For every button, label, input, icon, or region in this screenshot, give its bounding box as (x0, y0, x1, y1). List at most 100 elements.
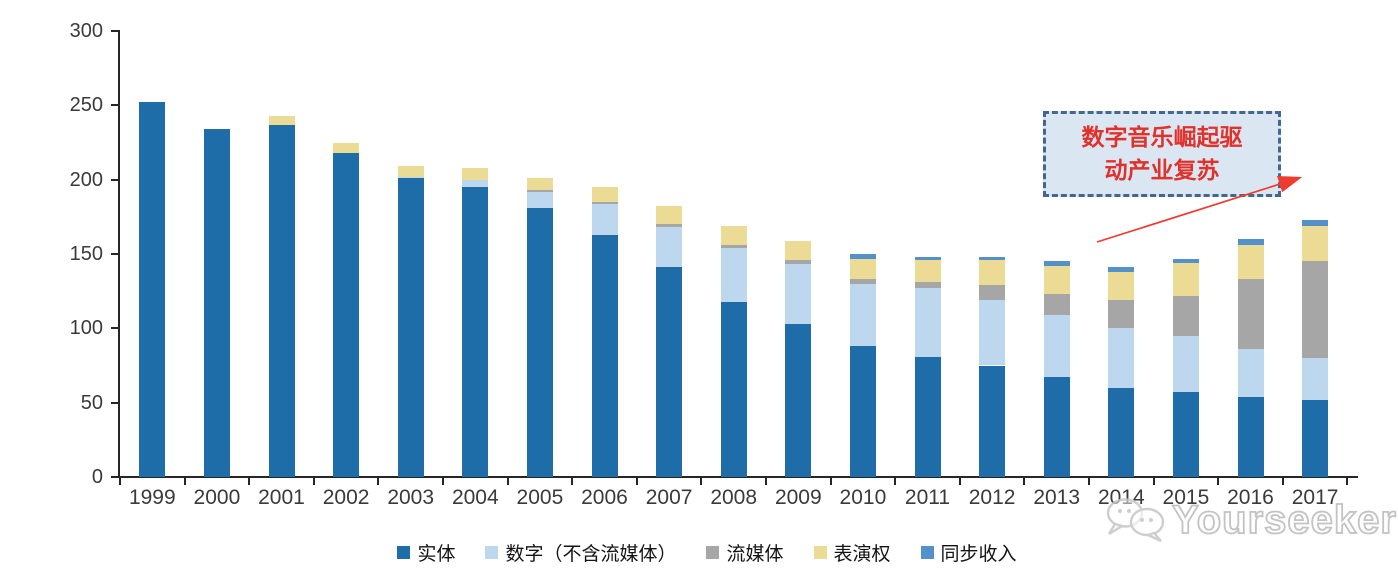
x-tick-18 (1281, 478, 1284, 485)
x-label-2003: 2003 (387, 486, 435, 509)
legend-swatch-performance (813, 546, 827, 559)
x-label-2006: 2006 (581, 486, 628, 509)
bar-2014-sync-revenue (1108, 267, 1135, 272)
x-label-2011: 2011 (904, 486, 951, 509)
y-tick-label-200: 200 (69, 168, 103, 191)
bar-2015-sync-revenue (1172, 258, 1199, 263)
bar-2013-performance-rights (1043, 265, 1070, 295)
bar-2000-physical (203, 129, 230, 477)
bar-2009-digital-excl-streaming (785, 264, 812, 324)
x-label-2004: 2004 (451, 486, 499, 509)
bar-2014-performance-rights (1108, 271, 1135, 300)
x-tick-16 (1152, 478, 1155, 485)
bar-2004-physical (462, 187, 489, 477)
bar-2010-physical (849, 346, 876, 477)
bar-2013-physical (1043, 377, 1070, 477)
y-axis-line (118, 30, 120, 478)
bar-2010-digital-excl-streaming (849, 283, 876, 347)
x-tick-13 (958, 478, 961, 485)
bar-2014-digital-excl-streaming (1108, 328, 1135, 388)
bar-2009-performance-rights (785, 240, 812, 260)
x-label-2009: 2009 (774, 486, 822, 509)
bar-2011-streaming (914, 282, 941, 289)
watermark: Yourseeker (1104, 496, 1397, 544)
bar-2013-digital-excl-streaming (1043, 315, 1070, 378)
y-tick-label-100: 100 (69, 317, 103, 340)
bar-2012-streaming (979, 285, 1006, 301)
y-tick-label-300: 300 (69, 20, 103, 42)
bar-2004-performance-rights (462, 167, 489, 180)
legend-label-digital: 数字（不含流媒体） (505, 544, 677, 565)
bar-2011-physical (914, 356, 941, 477)
legend-swatch-sync (920, 546, 934, 559)
x-tick-9 (700, 478, 703, 485)
bar-2005-physical (526, 207, 553, 477)
x-label-2015: 2015 (1162, 486, 1210, 509)
bar-2017-physical (1302, 399, 1329, 477)
bar-2016-performance-rights (1237, 245, 1264, 280)
bar-2012-digital-excl-streaming (979, 300, 1006, 366)
bar-2003-digital-excl-streaming (397, 176, 424, 179)
bar-2014-streaming (1108, 300, 1135, 329)
x-label-1999: 1999 (128, 486, 176, 509)
bar-2012-physical (979, 365, 1006, 477)
legend-item-sync: 同步收入 (920, 539, 1017, 566)
speech-bubbles-icon (1106, 498, 1165, 543)
bar-2017-performance-rights (1302, 225, 1329, 262)
bar-2011-sync-revenue (914, 257, 941, 260)
legend-item-streaming: 流媒体 (706, 539, 784, 566)
legend-label-streaming: 流媒体 (726, 544, 784, 565)
bar-2004-digital-excl-streaming (462, 179, 489, 188)
bar-2011-digital-excl-streaming (914, 288, 941, 357)
x-tick-11 (829, 478, 832, 485)
bar-2003-performance-rights (397, 166, 424, 177)
legend-item-digital: 数字（不含流媒体） (485, 539, 676, 566)
x-label-2000: 2000 (193, 486, 241, 509)
bar-2016-digital-excl-streaming (1237, 349, 1264, 397)
x-axis-line (118, 476, 1358, 478)
legend-item-performance: 表演权 (813, 539, 891, 566)
bar-2006-digital-excl-streaming (591, 203, 618, 235)
bar-2010-streaming (849, 279, 876, 284)
y-tick-label-0: 0 (91, 466, 103, 488)
bar-2017-sync-revenue (1302, 219, 1329, 226)
x-tick-10 (765, 478, 767, 485)
x-tick-6 (506, 478, 509, 485)
bar-2017-streaming (1302, 261, 1329, 358)
bar-2007-performance-rights (656, 206, 683, 225)
x-tick-5 (442, 478, 444, 485)
y-tick-0 (111, 476, 118, 478)
x-tick-19 (1346, 478, 1349, 485)
legend-swatch-digital (485, 546, 499, 559)
x-label-2016: 2016 (1227, 486, 1274, 509)
x-label-2013: 2013 (1033, 486, 1081, 509)
bar-2005-streaming (526, 190, 553, 192)
y-tick-100 (111, 327, 118, 330)
bar-2009-streaming (785, 259, 812, 265)
legend-item-physical: 实体 (397, 539, 455, 566)
x-tick-15 (1088, 478, 1090, 485)
bar-2012-performance-rights (979, 259, 1006, 286)
bar-2016-physical (1237, 396, 1264, 477)
bar-2016-sync-revenue (1237, 239, 1264, 245)
x-label-2012: 2012 (968, 486, 1016, 509)
x-label-2017: 2017 (1291, 486, 1339, 509)
bar-2010-performance-rights (849, 258, 876, 280)
bar-2008-digital-excl-streaming (720, 248, 747, 302)
y-tick-300 (111, 30, 118, 32)
bar-2015-performance-rights (1172, 262, 1199, 296)
bar-2007-digital-excl-streaming (656, 227, 683, 268)
bar-2015-digital-excl-streaming (1172, 335, 1199, 393)
x-label-2010: 2010 (839, 486, 887, 509)
bar-2005-performance-rights (526, 178, 553, 191)
x-label-2002: 2002 (322, 486, 370, 509)
legend-label-performance: 表演权 (833, 544, 891, 565)
bar-2007-streaming (656, 224, 683, 228)
x-label-2007: 2007 (645, 486, 693, 509)
bar-2006-streaming (591, 202, 618, 204)
bar-2011-performance-rights (914, 259, 941, 283)
watermark-text: Yourseeker (1171, 497, 1397, 543)
x-tick-17 (1217, 478, 1220, 485)
bar-2013-sync-revenue (1043, 261, 1070, 266)
